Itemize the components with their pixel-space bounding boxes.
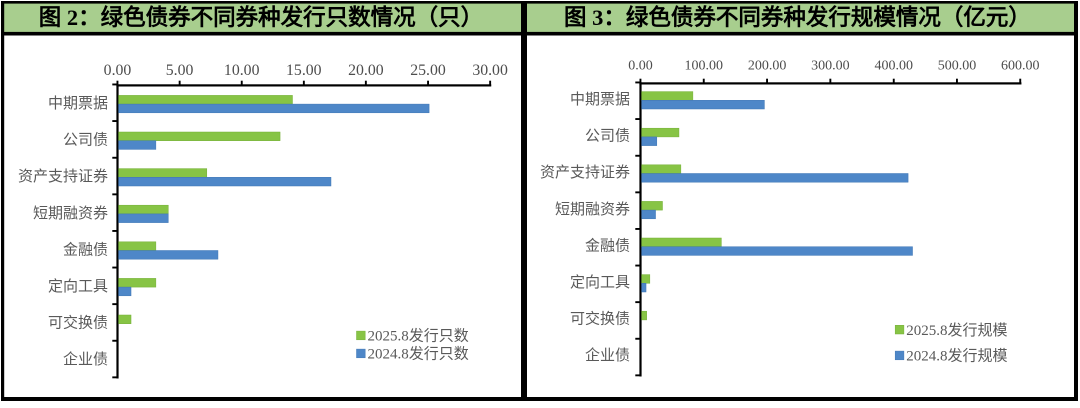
svg-text:0.00: 0.00 <box>104 62 132 79</box>
svg-text:15.00: 15.00 <box>286 62 322 79</box>
svg-text:10.00: 10.00 <box>224 62 260 79</box>
svg-text:中期票据: 中期票据 <box>48 95 108 112</box>
svg-text:500.00: 500.00 <box>938 59 977 74</box>
svg-text:2025.8发行只数: 2025.8发行只数 <box>368 328 469 345</box>
svg-text:20.00: 20.00 <box>348 62 384 79</box>
svg-text:企业债: 企业债 <box>63 350 108 368</box>
svg-text:短期融资券: 短期融资券 <box>33 205 108 222</box>
svg-text:5.00: 5.00 <box>166 62 194 79</box>
svg-text:25.00: 25.00 <box>410 62 446 79</box>
svg-text:2024.8发行规模: 2024.8发行规模 <box>906 348 1007 365</box>
svg-text:100.00: 100.00 <box>685 59 724 74</box>
svg-text:30.00: 30.00 <box>472 62 508 79</box>
svg-text:企业债: 企业债 <box>585 346 630 364</box>
svg-text:可交换债: 可交换债 <box>570 310 630 328</box>
svg-text:0.00: 0.00 <box>628 59 653 74</box>
svg-text:400.00: 400.00 <box>874 59 913 74</box>
svg-text:图 3：绿色债券不同券种发行规模情况（亿元）: 图 3：绿色债券不同券种发行规模情况（亿元） <box>564 4 1031 30</box>
svg-text:资产支持证券: 资产支持证券 <box>18 168 108 185</box>
svg-text:中期票据: 中期票据 <box>570 91 630 108</box>
svg-text:200.00: 200.00 <box>748 59 787 74</box>
svg-text:公司债: 公司债 <box>63 132 108 149</box>
svg-text:600.00: 600.00 <box>1001 59 1040 74</box>
svg-text:金融债: 金融债 <box>63 241 108 258</box>
svg-text:300.00: 300.00 <box>811 59 850 74</box>
svg-text:公司债: 公司债 <box>585 128 630 145</box>
svg-text:可交换债: 可交换债 <box>48 314 108 332</box>
svg-text:金融债: 金融债 <box>585 237 630 254</box>
svg-text:短期融资券: 短期融资券 <box>555 201 630 218</box>
svg-text:定向工具: 定向工具 <box>570 274 630 291</box>
svg-text:定向工具: 定向工具 <box>48 278 108 295</box>
svg-text:2025.8发行规模: 2025.8发行规模 <box>906 322 1007 339</box>
svg-text:2024.8发行只数: 2024.8发行只数 <box>368 346 469 363</box>
svg-text:资产支持证券: 资产支持证券 <box>540 164 630 181</box>
svg-text:图 2：绿色债券不同券种发行只数情况（只）: 图 2：绿色债券不同券种发行只数情况（只） <box>39 4 483 30</box>
